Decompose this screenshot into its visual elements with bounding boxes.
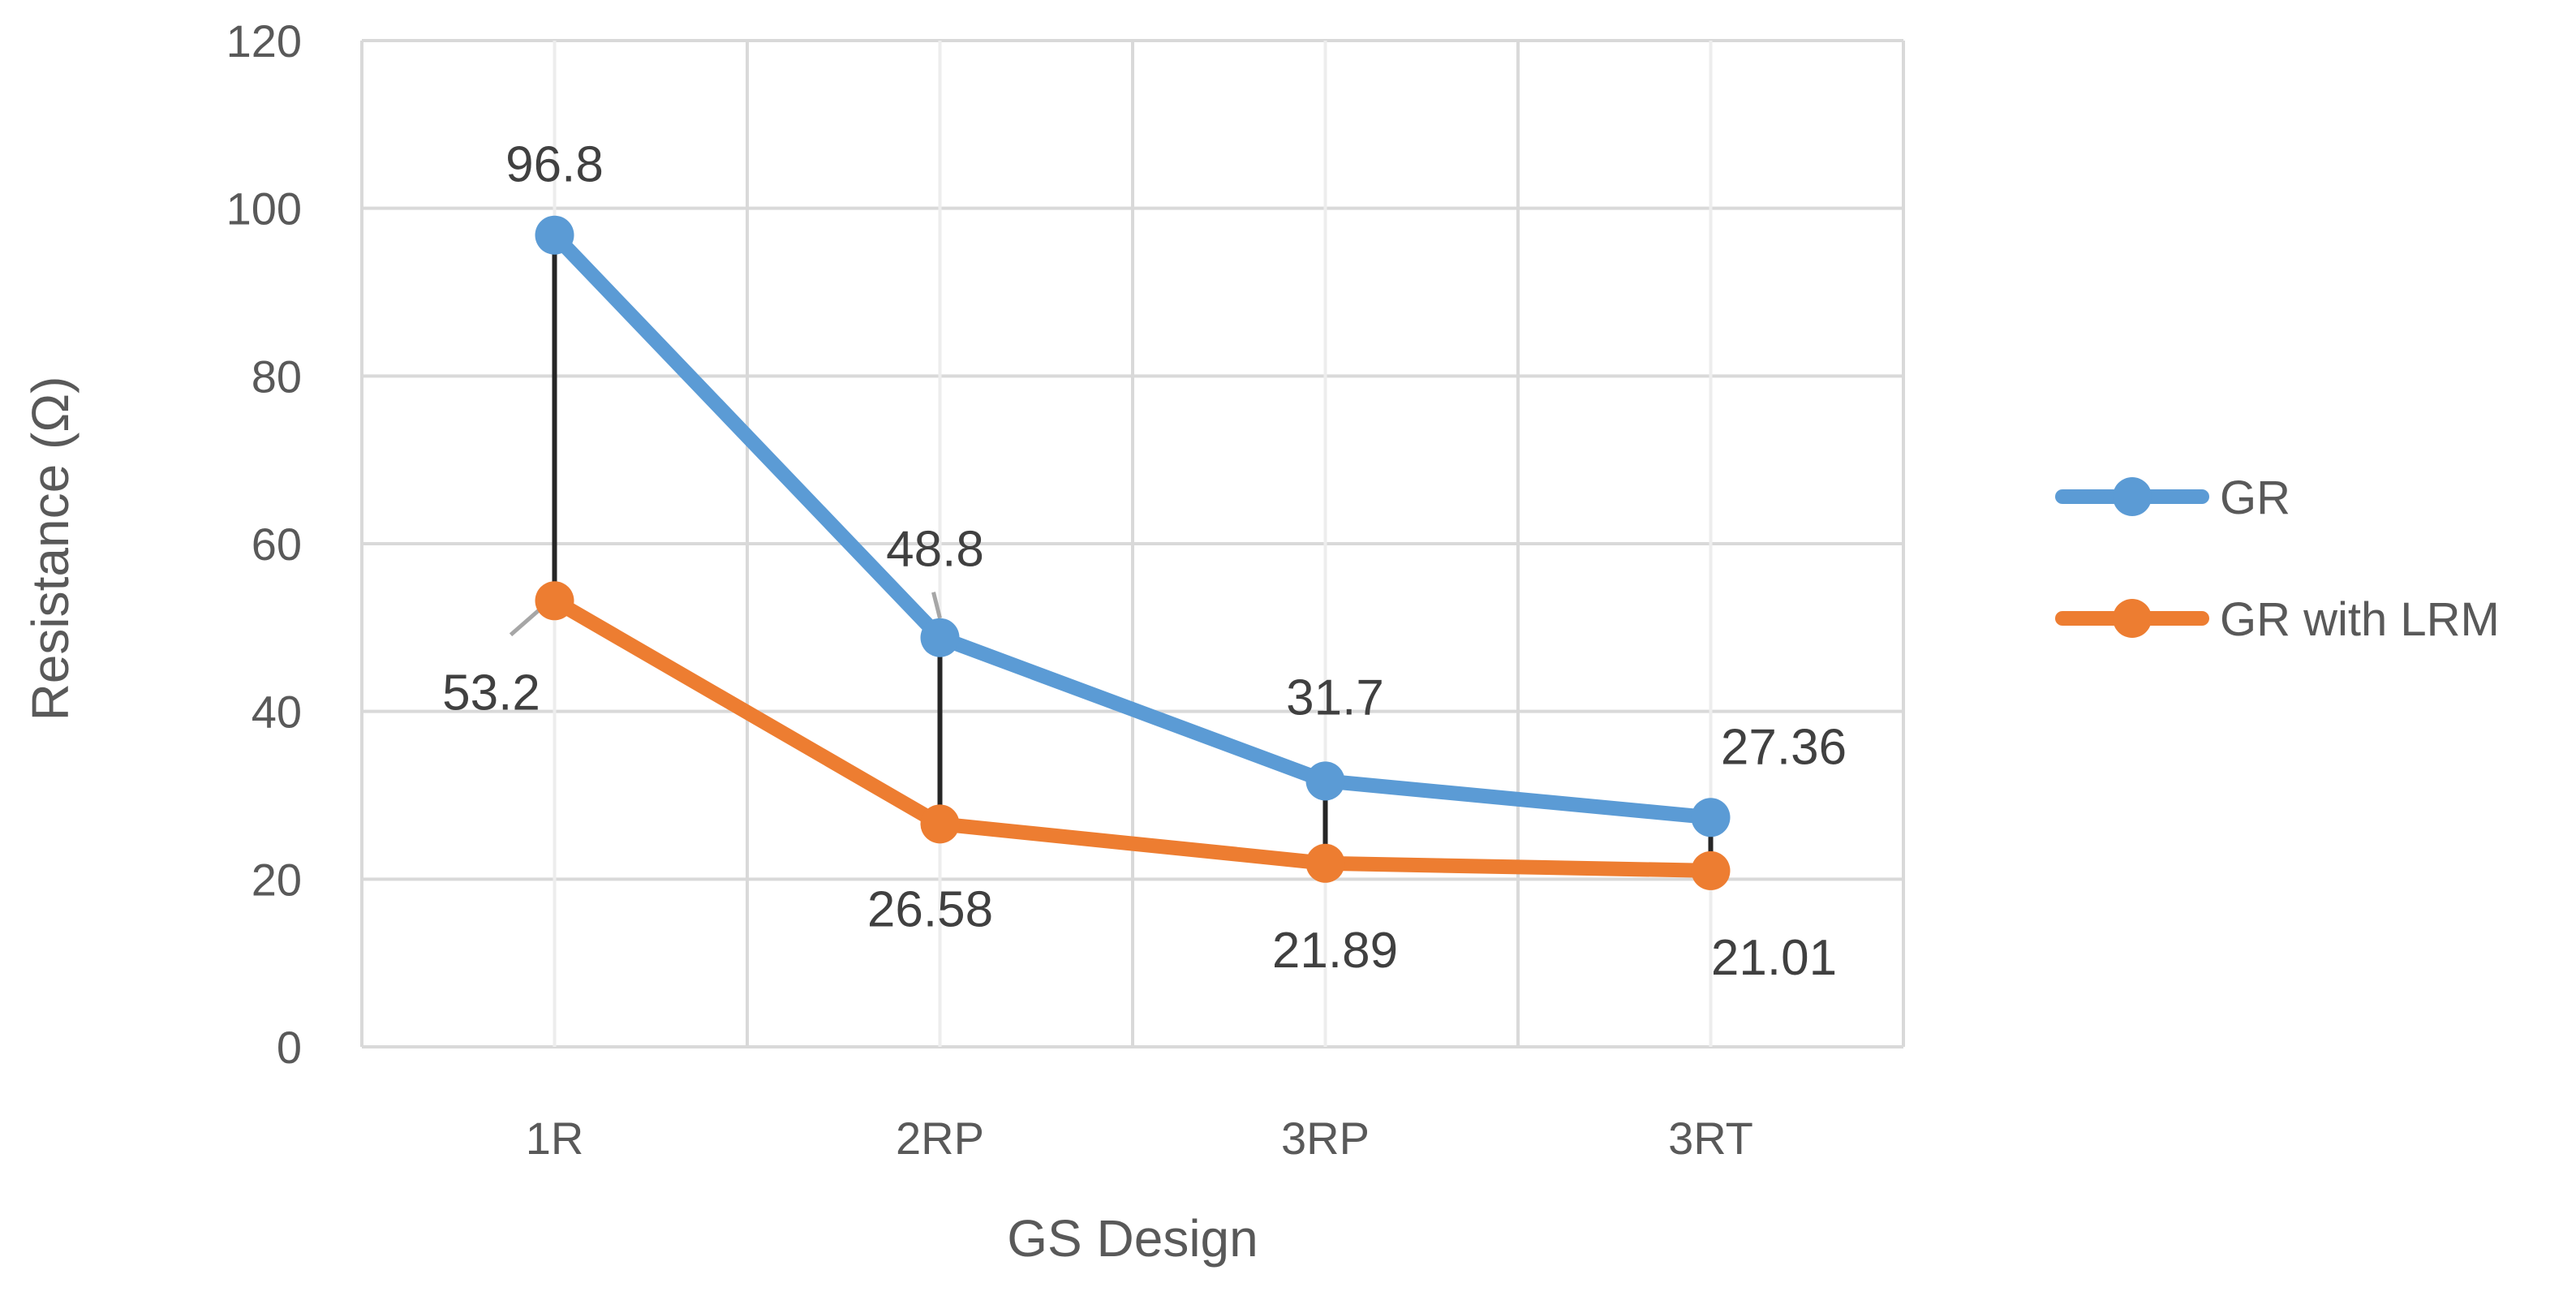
data-label-0: 27.36 [1721, 719, 1847, 775]
x-tick-label: 2RP [896, 1113, 984, 1164]
y-tick-label: 80 [252, 351, 302, 402]
series-line-1 [547, 593, 1718, 878]
y-tick-label: 60 [252, 519, 302, 570]
legend-swatch-marker [2113, 477, 2152, 516]
data-label-1: 21.89 [1272, 923, 1398, 979]
data-point-0 [1305, 761, 1345, 801]
data-point-1 [920, 804, 960, 844]
data-label-0: 48.8 [886, 522, 984, 578]
x-tick-label: 3RT [1668, 1113, 1753, 1164]
legend: GR GR with LRM [2055, 471, 2500, 646]
data-point-0 [535, 215, 574, 255]
y-tick-labels: 0 20 40 60 80 100 120 [226, 15, 302, 1073]
y-axis-title: Resistance (Ω) [21, 377, 80, 721]
legend-label: GR with LRM [2220, 593, 2500, 646]
y-tick-label: 40 [252, 687, 302, 738]
data-point-1 [1305, 843, 1345, 883]
data-label-1: 26.58 [867, 881, 993, 937]
x-tick-label: 3RP [1281, 1113, 1370, 1164]
y-tick-label: 100 [226, 183, 302, 235]
data-label-1: 21.01 [1711, 930, 1837, 986]
x-tick-labels: 1R 2RP 3RP 3RT [526, 1113, 1753, 1164]
leader-line [931, 592, 942, 619]
data-label-0: 31.7 [1286, 670, 1384, 726]
y-tick-label: 120 [226, 15, 302, 67]
data-point-0 [920, 618, 960, 657]
series-line-0 [547, 227, 1718, 825]
legend-swatch-marker [2113, 599, 2152, 638]
data-point-1 [1691, 850, 1731, 890]
y-tick-label: 20 [252, 854, 302, 905]
data-labels: 96.8 48.8 31.7 27.36 53.2 26.58 21.89 21.01 [442, 137, 1847, 986]
x-axis-title: GS Design [1007, 1209, 1258, 1268]
data-point-1 [535, 581, 574, 621]
y-tick-label: 0 [277, 1022, 302, 1073]
data-label-0: 96.8 [505, 137, 604, 193]
x-tick-label: 1R [526, 1113, 584, 1164]
data-point-0 [1691, 798, 1731, 837]
series-group [535, 215, 1731, 890]
legend-label: GR [2220, 471, 2290, 524]
data-label-1: 53.2 [442, 665, 540, 721]
